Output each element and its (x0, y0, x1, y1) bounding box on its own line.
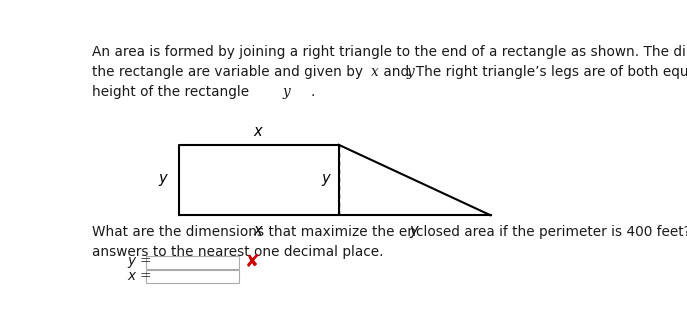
Text: the rectangle are variable and given by: the rectangle are variable and given by (92, 65, 368, 79)
Text: $x$: $x$ (254, 126, 264, 139)
FancyBboxPatch shape (146, 270, 238, 283)
Text: x: x (371, 65, 379, 79)
Text: and: and (379, 65, 414, 79)
Text: $y$ =: $y$ = (127, 255, 152, 270)
Text: ✘: ✘ (245, 253, 260, 271)
Text: $y$: $y$ (158, 172, 170, 188)
FancyBboxPatch shape (146, 256, 238, 269)
Text: $y$: $y$ (322, 172, 333, 188)
Text: answers to the nearest one decimal place.: answers to the nearest one decimal place… (92, 245, 384, 259)
Text: .: . (311, 85, 315, 99)
Text: y: y (407, 65, 414, 79)
Text: y: y (282, 85, 291, 99)
Text: . The right triangle’s legs are of both equal to the: . The right triangle’s legs are of both … (407, 65, 687, 79)
Text: An area is formed by joining a right triangle to the end of a rectangle as shown: An area is formed by joining a right tri… (92, 45, 687, 59)
Text: What are the dimensions that maximize the enclosed area if the perimeter is 400 : What are the dimensions that maximize th… (92, 225, 687, 239)
Text: $x$: $x$ (254, 224, 264, 238)
Text: $x$ =: $x$ = (127, 269, 152, 283)
Text: $y$: $y$ (409, 224, 420, 240)
Text: height of the rectangle: height of the rectangle (92, 85, 254, 99)
